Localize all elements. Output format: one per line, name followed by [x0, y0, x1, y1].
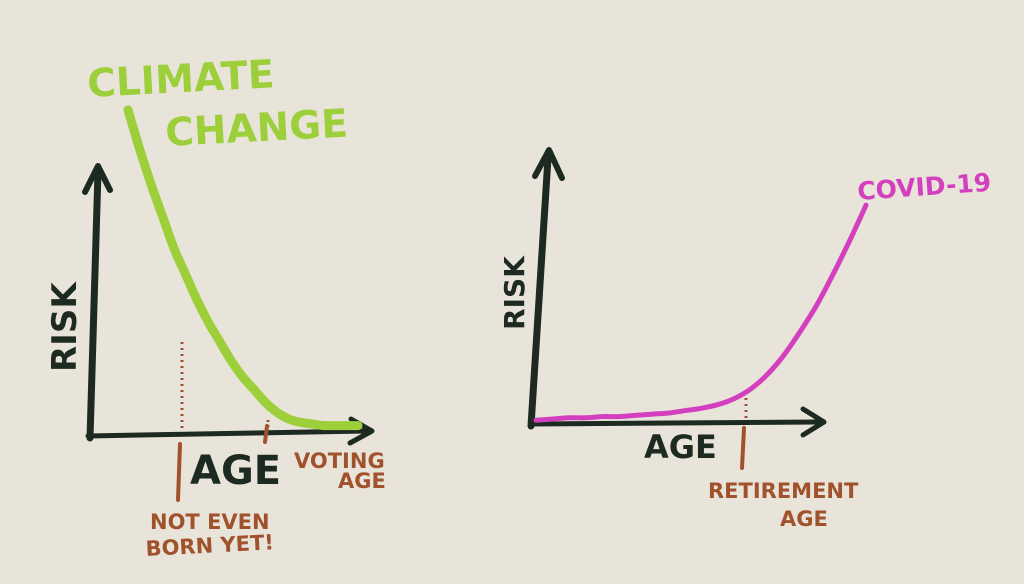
left-x-axis-label: AGE [190, 448, 281, 494]
left-y-axis-label: RISK [45, 281, 85, 372]
unborn-label-line2: BORN YET! [145, 530, 274, 561]
covid-label: COVID-19 [856, 168, 992, 206]
right-x-axis-arrow [800, 406, 827, 438]
unborn-label-line1: NOT EVEN [150, 510, 270, 534]
climate-title-line1: CLIMATE [86, 52, 275, 107]
climate-change-series-line [123, 105, 363, 431]
retirement-age-label-line1: RETIREMENT [708, 479, 859, 503]
voting-age-label-line2: AGE [338, 469, 386, 493]
left-x-axis [85, 428, 369, 439]
covid-chart: COVID-19 RISK AGE RETIREMENT AGE [498, 147, 992, 531]
right-y-axis-arrow [532, 147, 565, 181]
voting-age-label-line1: VOTING [294, 449, 385, 473]
covid-19-series-line [533, 202, 869, 423]
left-y-axis [86, 168, 102, 442]
retirement-tick [740, 426, 746, 470]
climate-chart: CLIMATE CHANGE RISK AGE VOTING AGE NOT E… [45, 52, 386, 561]
voting-tick [263, 424, 269, 444]
left-y-axis-arrow [82, 163, 113, 195]
right-x-axis [528, 419, 821, 427]
right-x-axis-label: AGE [644, 428, 717, 466]
right-y-axis [527, 154, 552, 430]
retirement-age-label-line2: AGE [780, 507, 828, 531]
unborn-tick [176, 442, 182, 502]
climate-title-line2: CHANGE [164, 101, 349, 156]
right-y-axis-label: RISK [498, 255, 531, 330]
